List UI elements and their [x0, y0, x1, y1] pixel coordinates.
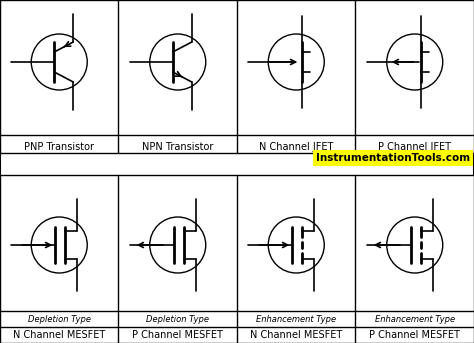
- Text: Depletion Type: Depletion Type: [146, 315, 209, 323]
- Text: P Channel MESFET: P Channel MESFET: [132, 330, 223, 340]
- Text: P Channel MESFET: P Channel MESFET: [369, 330, 460, 340]
- Text: NPN Transistor: NPN Transistor: [142, 142, 213, 152]
- Text: P Channel JFET: P Channel JFET: [378, 142, 451, 152]
- Bar: [0, 0, 474, 153]
- Text: Enhancement Type: Enhancement Type: [374, 315, 455, 323]
- Text: InstrumentationTools.com: InstrumentationTools.com: [316, 153, 470, 163]
- Text: N Channel MESFET: N Channel MESFET: [13, 330, 105, 340]
- Text: N Channel JFET: N Channel JFET: [259, 142, 333, 152]
- Text: Enhancement Type: Enhancement Type: [256, 315, 337, 323]
- Text: Depletion Type: Depletion Type: [28, 315, 91, 323]
- Text: PNP Transistor: PNP Transistor: [24, 142, 94, 152]
- Text: N Channel MESFET: N Channel MESFET: [250, 330, 342, 340]
- Bar: [0, 175, 474, 343]
